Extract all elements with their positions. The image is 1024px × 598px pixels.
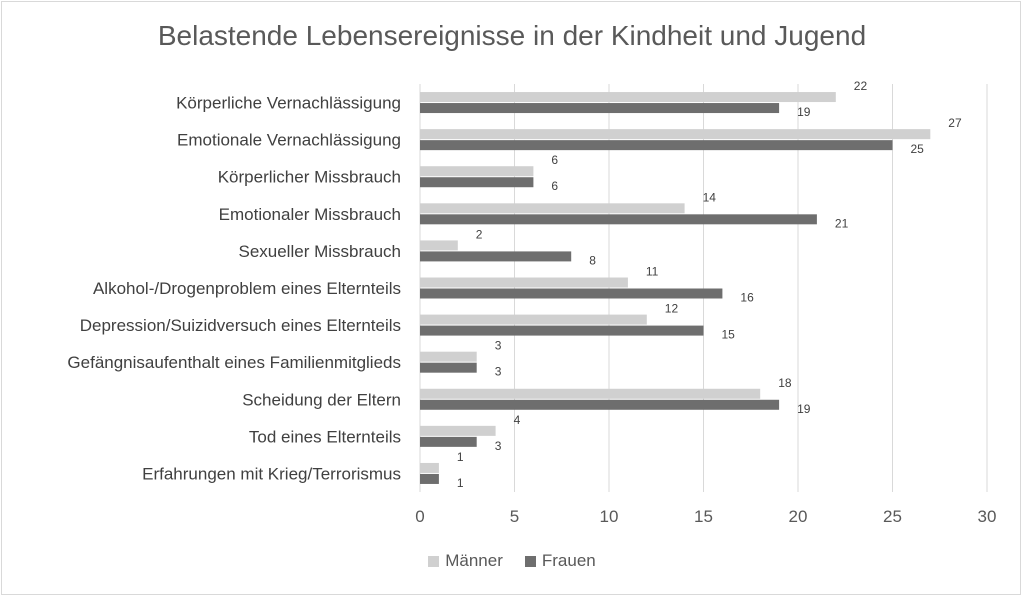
- bar-frauen: [420, 251, 572, 262]
- bar-maenner: [420, 388, 761, 399]
- bar-frauen: [420, 362, 477, 373]
- x-tick-label: 30: [978, 507, 997, 526]
- data-label: 19: [797, 402, 811, 416]
- bar-frauen: [420, 325, 704, 336]
- legend-swatch-maenner: [428, 555, 440, 567]
- data-label: 3: [495, 439, 502, 453]
- data-label: 18: [778, 376, 792, 390]
- bar-maenner: [420, 92, 836, 103]
- x-tick-label: 10: [600, 507, 619, 526]
- data-label: 19: [797, 105, 811, 119]
- bar-frauen: [420, 103, 780, 114]
- data-label: 2: [476, 227, 483, 241]
- chart-title: Belastende Lebensereignisse in der Kindh…: [157, 20, 867, 51]
- bar-maenner: [420, 166, 534, 177]
- data-label: 1: [457, 450, 464, 464]
- x-tick-label: 0: [415, 507, 424, 526]
- bar-maenner: [420, 351, 477, 362]
- category-label: Körperlicher Missbrauch: [218, 168, 401, 187]
- bar-frauen: [420, 140, 893, 151]
- data-label: 12: [665, 302, 679, 316]
- bar-frauen: [420, 288, 723, 299]
- data-label: 16: [740, 291, 754, 305]
- bar-maenner: [420, 425, 496, 436]
- data-label: 11: [646, 265, 659, 279]
- category-label: Emotionaler Missbrauch: [219, 205, 401, 224]
- data-label: 1: [457, 476, 464, 490]
- legend-label-maenner: Männer: [445, 551, 503, 570]
- category-label: Emotionale Vernachlässigung: [177, 131, 401, 150]
- data-label: 4: [514, 413, 521, 427]
- legend-swatch-frauen: [524, 555, 536, 567]
- legend-item-maenner: Männer: [428, 551, 503, 571]
- data-label: 3: [495, 365, 502, 379]
- legend-label-frauen: Frauen: [541, 551, 596, 570]
- data-label: 27: [948, 116, 962, 130]
- x-tick-label: 15: [694, 507, 713, 526]
- category-label: Sexueller Missbrauch: [238, 242, 401, 261]
- data-label: 3: [495, 339, 502, 353]
- x-tick-label: 5: [510, 507, 519, 526]
- bar-maenner: [420, 277, 628, 288]
- bar-maenner: [420, 129, 931, 140]
- bar-frauen: [420, 214, 817, 225]
- legend: Männer Frauen: [0, 551, 1024, 571]
- category-label: Tod eines Elternteils: [249, 427, 401, 446]
- legend-item-frauen: Frauen: [524, 551, 596, 571]
- category-label: Depression/Suizidversuch eines Elterntei…: [80, 316, 401, 335]
- data-label: 15: [722, 328, 736, 342]
- x-tick-label: 20: [789, 507, 808, 526]
- category-label: Gefängnisaufenthalt eines Familienmitgli…: [67, 353, 401, 372]
- bar-frauen: [420, 399, 780, 410]
- data-label: 6: [551, 153, 558, 167]
- x-tick-label: 25: [883, 507, 902, 526]
- data-label: 21: [835, 216, 849, 230]
- data-label: 6: [551, 179, 558, 193]
- category-label: Alkohol-/Drogenproblem eines Elternteils: [93, 279, 401, 298]
- bar-maenner: [420, 240, 458, 251]
- bar-maenner: [420, 203, 685, 214]
- bar-maenner: [420, 462, 439, 473]
- data-label: 22: [854, 79, 868, 93]
- bar-maenner: [420, 314, 647, 325]
- bar-frauen: [420, 177, 534, 188]
- data-label: 25: [911, 142, 925, 156]
- data-label: 8: [589, 253, 596, 267]
- data-label: 14: [703, 190, 717, 204]
- category-label: Scheidung der Eltern: [242, 390, 401, 409]
- bar-frauen: [420, 436, 477, 447]
- category-label: Körperliche Vernachlässigung: [176, 94, 401, 113]
- category-label: Erfahrungen mit Krieg/Terrorismus: [142, 464, 401, 483]
- bar-frauen: [420, 473, 439, 484]
